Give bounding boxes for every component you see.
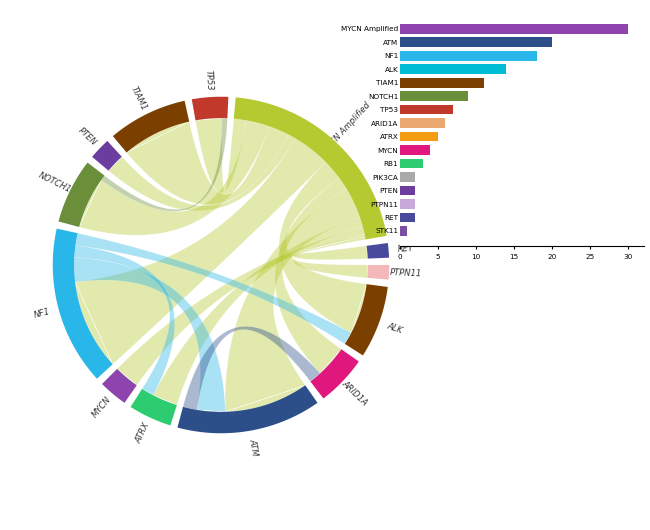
Polygon shape — [192, 97, 228, 120]
Text: ALK: ALK — [386, 322, 404, 335]
Bar — [400, 24, 629, 33]
Polygon shape — [131, 389, 177, 426]
Polygon shape — [294, 237, 368, 278]
Polygon shape — [74, 245, 175, 395]
Bar — [400, 78, 484, 87]
Text: NF1: NF1 — [33, 306, 51, 320]
Bar — [400, 37, 552, 47]
Text: ARID1A: ARID1A — [341, 379, 369, 408]
Polygon shape — [177, 385, 317, 433]
Bar — [400, 199, 415, 209]
Polygon shape — [58, 163, 105, 227]
Polygon shape — [275, 178, 346, 373]
Text: NOTCH1: NOTCH1 — [37, 171, 73, 195]
Text: TP53: TP53 — [203, 69, 214, 91]
Bar — [400, 51, 537, 60]
Text: PTEN: PTEN — [76, 126, 98, 147]
Polygon shape — [367, 265, 389, 280]
Bar — [400, 213, 415, 223]
Bar — [400, 132, 438, 142]
Bar — [400, 64, 506, 74]
Text: RET: RET — [397, 244, 414, 254]
Polygon shape — [92, 141, 122, 171]
Polygon shape — [109, 135, 295, 211]
Polygon shape — [234, 98, 387, 240]
Polygon shape — [101, 118, 228, 211]
Text: PTPN11: PTPN11 — [390, 268, 422, 278]
Polygon shape — [367, 243, 389, 259]
Polygon shape — [74, 258, 226, 412]
Bar — [400, 186, 415, 196]
Polygon shape — [53, 228, 112, 378]
Polygon shape — [102, 369, 136, 403]
Text: MYCN Amplified: MYCN Amplified — [320, 101, 372, 156]
Bar — [400, 172, 415, 182]
Bar — [400, 105, 453, 114]
Polygon shape — [75, 233, 351, 344]
Polygon shape — [117, 227, 365, 385]
Text: MYCN: MYCN — [90, 395, 113, 419]
Text: ATM: ATM — [247, 438, 259, 457]
Polygon shape — [183, 326, 320, 410]
Bar — [400, 91, 468, 101]
Polygon shape — [79, 120, 269, 235]
Bar — [400, 158, 422, 169]
Polygon shape — [153, 217, 363, 405]
Polygon shape — [75, 138, 326, 364]
Bar — [400, 226, 408, 236]
Bar — [400, 145, 430, 155]
Text: TIAM1: TIAM1 — [129, 85, 149, 112]
Polygon shape — [279, 162, 367, 333]
Polygon shape — [127, 121, 289, 205]
Polygon shape — [113, 101, 189, 153]
Bar — [400, 118, 445, 128]
Polygon shape — [311, 349, 359, 399]
Polygon shape — [345, 284, 388, 356]
Polygon shape — [225, 189, 359, 412]
Polygon shape — [196, 118, 246, 193]
Polygon shape — [293, 234, 368, 260]
Text: ATRX: ATRX — [134, 421, 151, 445]
